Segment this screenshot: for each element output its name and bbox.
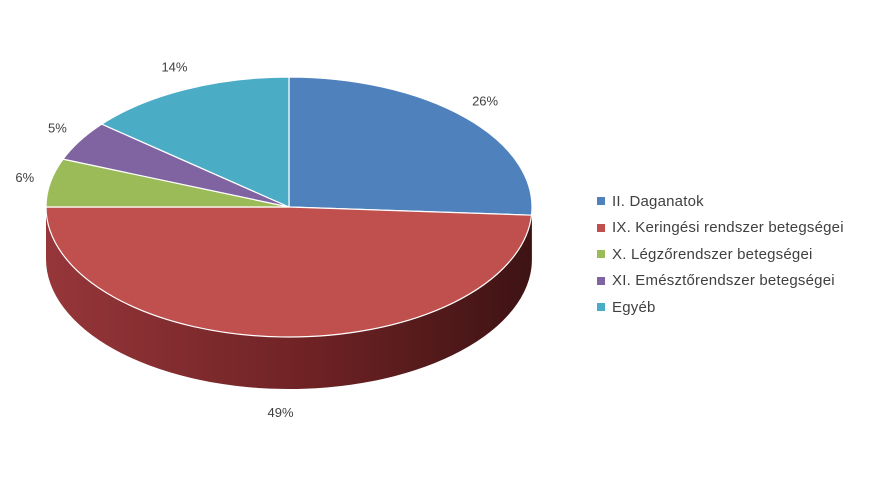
legend-swatch	[597, 197, 605, 206]
legend-swatch	[597, 250, 605, 259]
legend-swatch	[597, 223, 605, 232]
pie-slice	[288, 76, 533, 216]
legend-item: II. Daganatok	[597, 188, 844, 215]
legend-item: Egyéb	[597, 294, 844, 321]
legend-label: IX. Keringési rendszer betegségei	[612, 219, 844, 237]
pie-slice-label: 49%	[268, 405, 294, 420]
legend-label: X. Légzőrendszer betegségei	[612, 245, 813, 263]
pie-slice-side	[46, 207, 532, 389]
pie-slice	[45, 206, 533, 338]
legend-item: IX. Keringési rendszer betegségei	[597, 215, 844, 242]
legend-swatch	[597, 303, 605, 312]
pie-slice-label: 5%	[48, 121, 67, 136]
pie-slice-label: 26%	[472, 94, 498, 109]
pie-slice-label: 6%	[15, 170, 34, 185]
legend-label: XI. Emésztőrendszer betegségei	[612, 272, 835, 290]
legend-label: Egyéb	[612, 298, 656, 316]
pie-slice-label: 14%	[161, 60, 187, 75]
chart-legend: II. Daganatok IX. Keringési rendszer bet…	[597, 188, 844, 321]
legend-item: XI. Emésztőrendszer betegségei	[597, 268, 844, 295]
legend-swatch	[597, 276, 605, 285]
legend-item: X. Légzőrendszer betegségei	[597, 241, 844, 268]
pie-slice	[101, 76, 290, 208]
legend-label: II. Daganatok	[612, 192, 704, 210]
